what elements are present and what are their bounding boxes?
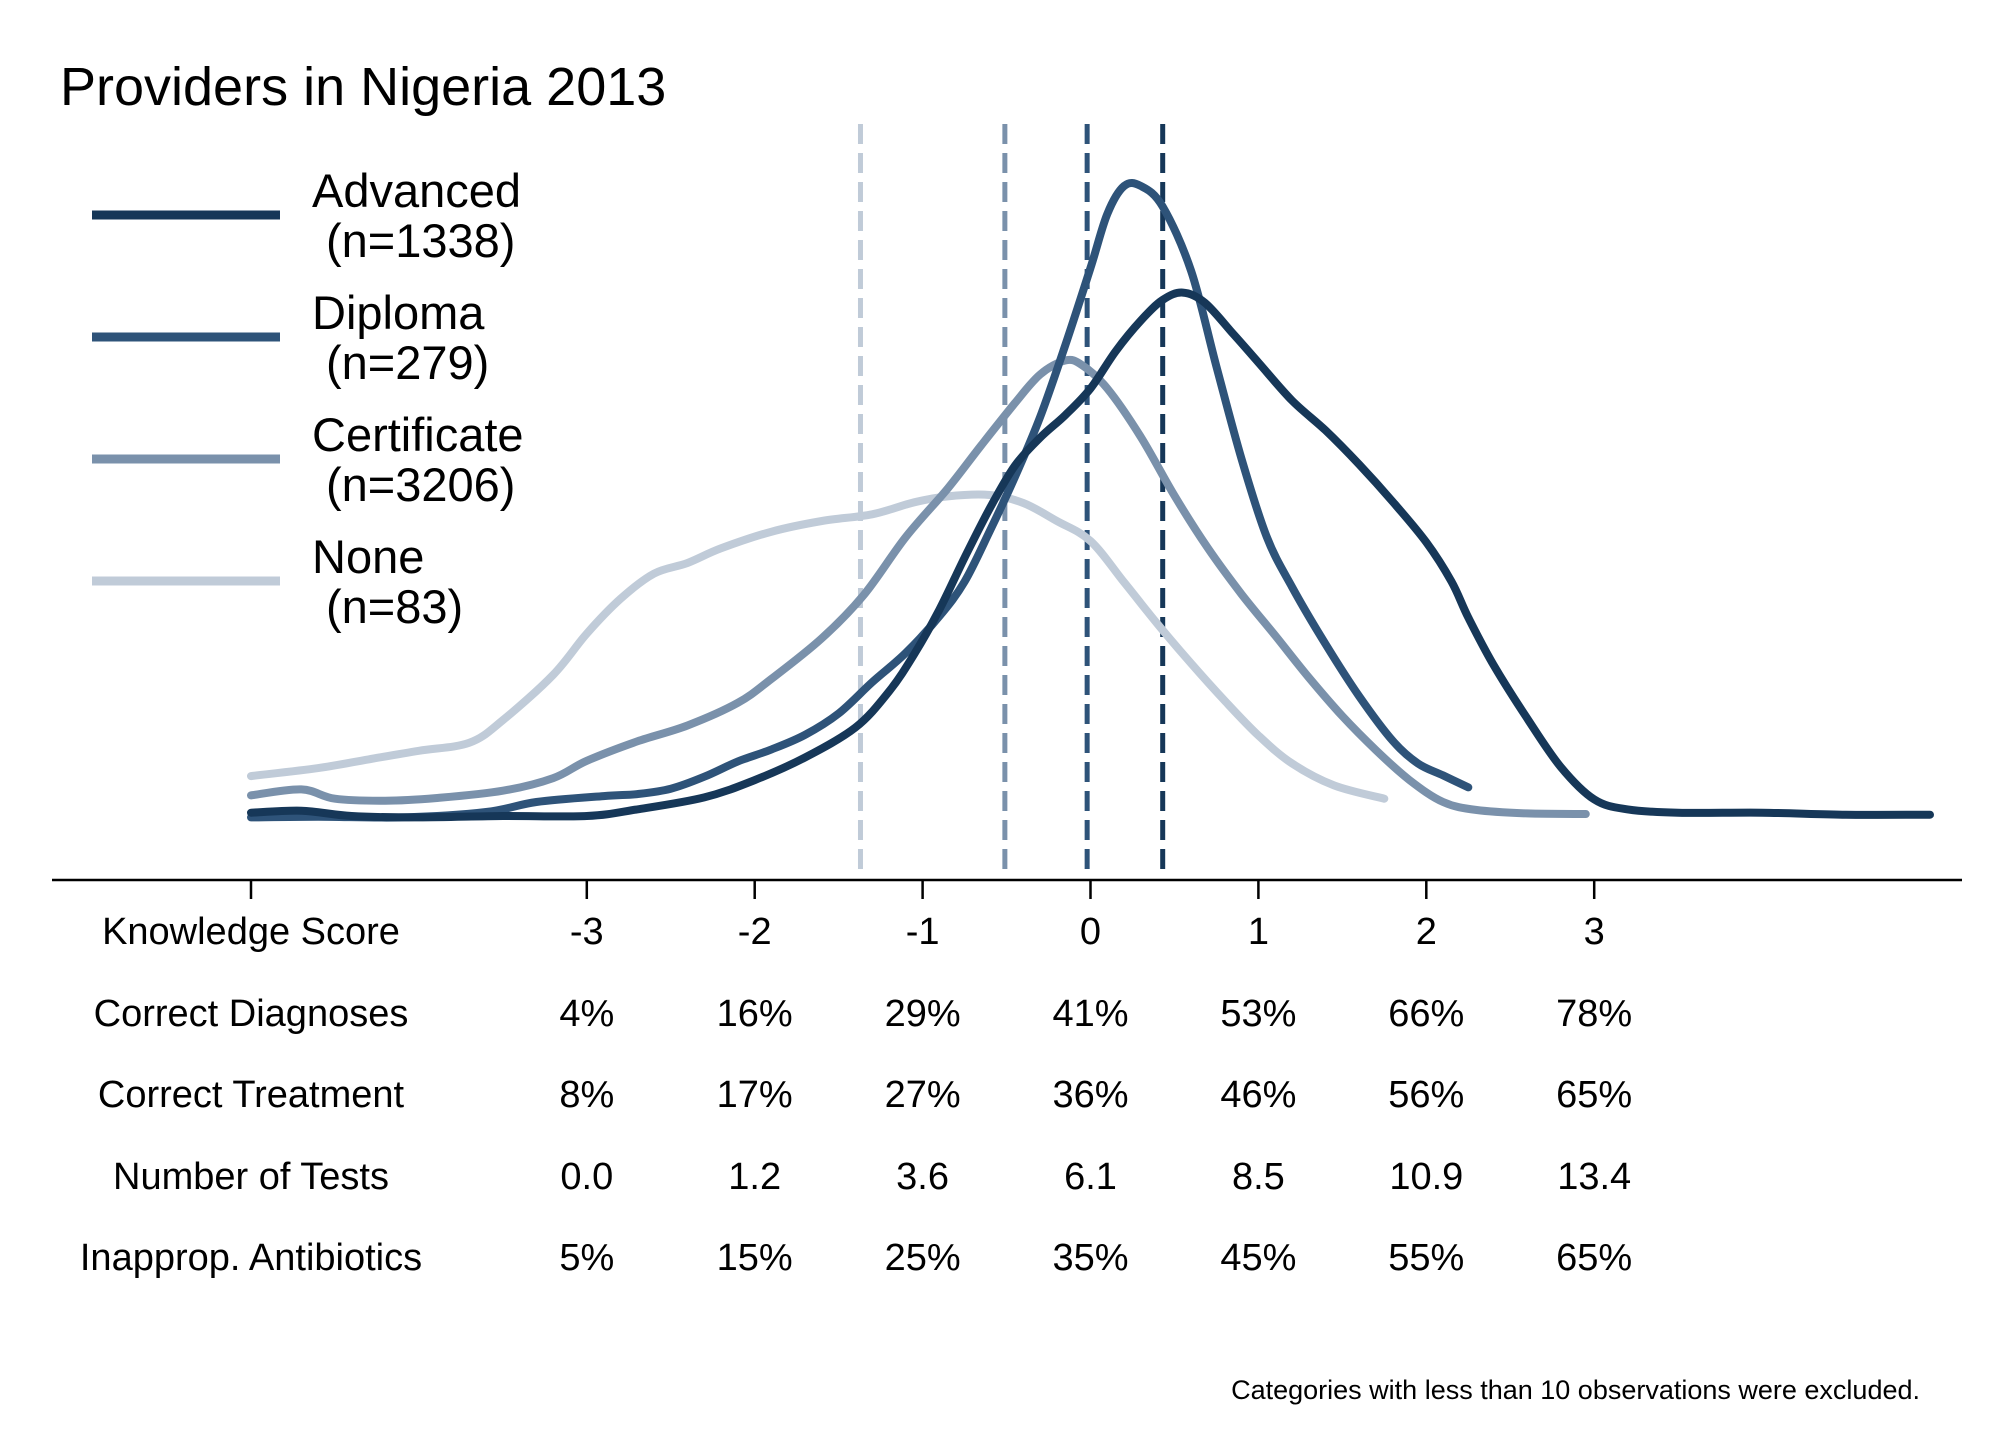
table-cell: 45%: [1220, 1237, 1296, 1279]
table-cell: 2: [1416, 911, 1437, 953]
legend-label-advanced: Advanced: [312, 164, 521, 217]
table-cell: 16%: [717, 993, 793, 1035]
density-curves: [247, 178, 1934, 822]
summary-table: Knowledge Score -3 -2 -1 0 1 2 3 Correct Diagnos…: [80, 911, 1632, 1279]
table-cell: -2: [738, 911, 772, 953]
series-line-advanced: [247, 288, 1934, 822]
table-cell: 0.0: [560, 1156, 613, 1198]
table-cell: 3.6: [896, 1156, 949, 1198]
row-label-correct-treatment: Correct Treatment: [98, 1074, 405, 1116]
x-axis-ticks: [249, 880, 1596, 899]
row-label-knowledge-score: Knowledge Score: [102, 911, 400, 953]
table-cell: 6.1: [1064, 1156, 1117, 1198]
legend-count-diploma: (n=279): [326, 336, 489, 389]
table-cell: 56%: [1388, 1074, 1464, 1116]
table-cell: 17%: [717, 1074, 793, 1116]
table-cell: 46%: [1220, 1074, 1296, 1116]
table-cell: 1.2: [728, 1156, 781, 1198]
table-cell: 1: [1248, 911, 1269, 953]
table-cell: 10.9: [1389, 1156, 1463, 1198]
series-line-certificate: [247, 355, 1590, 818]
table-cell: -1: [906, 911, 940, 953]
row-label-correct-diagnoses: Correct Diagnoses: [94, 993, 409, 1035]
table-cell: -3: [570, 911, 604, 953]
legend-count-none: (n=83): [326, 580, 463, 633]
row-label-inapprop-antibiotics: Inapprop. Antibiotics: [80, 1237, 422, 1279]
table-cell: 66%: [1388, 993, 1464, 1035]
table-cell: 8%: [559, 1074, 614, 1116]
series-line-none: [247, 490, 1389, 803]
table-cell: 25%: [885, 1237, 961, 1279]
table-cell: 8.5: [1232, 1156, 1285, 1198]
chart-title: Providers in Nigeria 2013: [60, 57, 666, 117]
legend-label-none: None: [312, 530, 424, 583]
table-cell: 53%: [1220, 993, 1296, 1035]
row-label-number-of-tests: Number of Tests: [113, 1156, 389, 1198]
legend-label-certificate: Certificate: [312, 408, 524, 461]
legend: Advanced(n=1338) Diploma(n=279) Certificat…: [92, 164, 524, 633]
table-cell: 13.4: [1557, 1156, 1631, 1198]
table-cell: 29%: [885, 993, 961, 1035]
table-cell: 15%: [717, 1237, 793, 1279]
table-cell: 65%: [1556, 1237, 1632, 1279]
table-cell: 35%: [1052, 1237, 1128, 1279]
table-cell: 78%: [1556, 993, 1632, 1035]
table-cell: 41%: [1052, 993, 1128, 1035]
table-cell: 0: [1080, 911, 1101, 953]
table-cell: 65%: [1556, 1074, 1632, 1116]
table-cell: 5%: [559, 1237, 614, 1279]
table-cell: 3: [1584, 911, 1605, 953]
legend-count-advanced: (n=1338): [326, 214, 515, 267]
legend-label-diploma: Diploma: [312, 286, 485, 339]
table-cell: 55%: [1388, 1237, 1464, 1279]
footnote: Categories with less than 10 observation…: [1231, 1375, 1920, 1405]
table-cell: 4%: [559, 993, 614, 1035]
legend-count-certificate: (n=3206): [326, 458, 515, 511]
table-cell: 36%: [1052, 1074, 1128, 1116]
table-cell: 27%: [885, 1074, 961, 1116]
